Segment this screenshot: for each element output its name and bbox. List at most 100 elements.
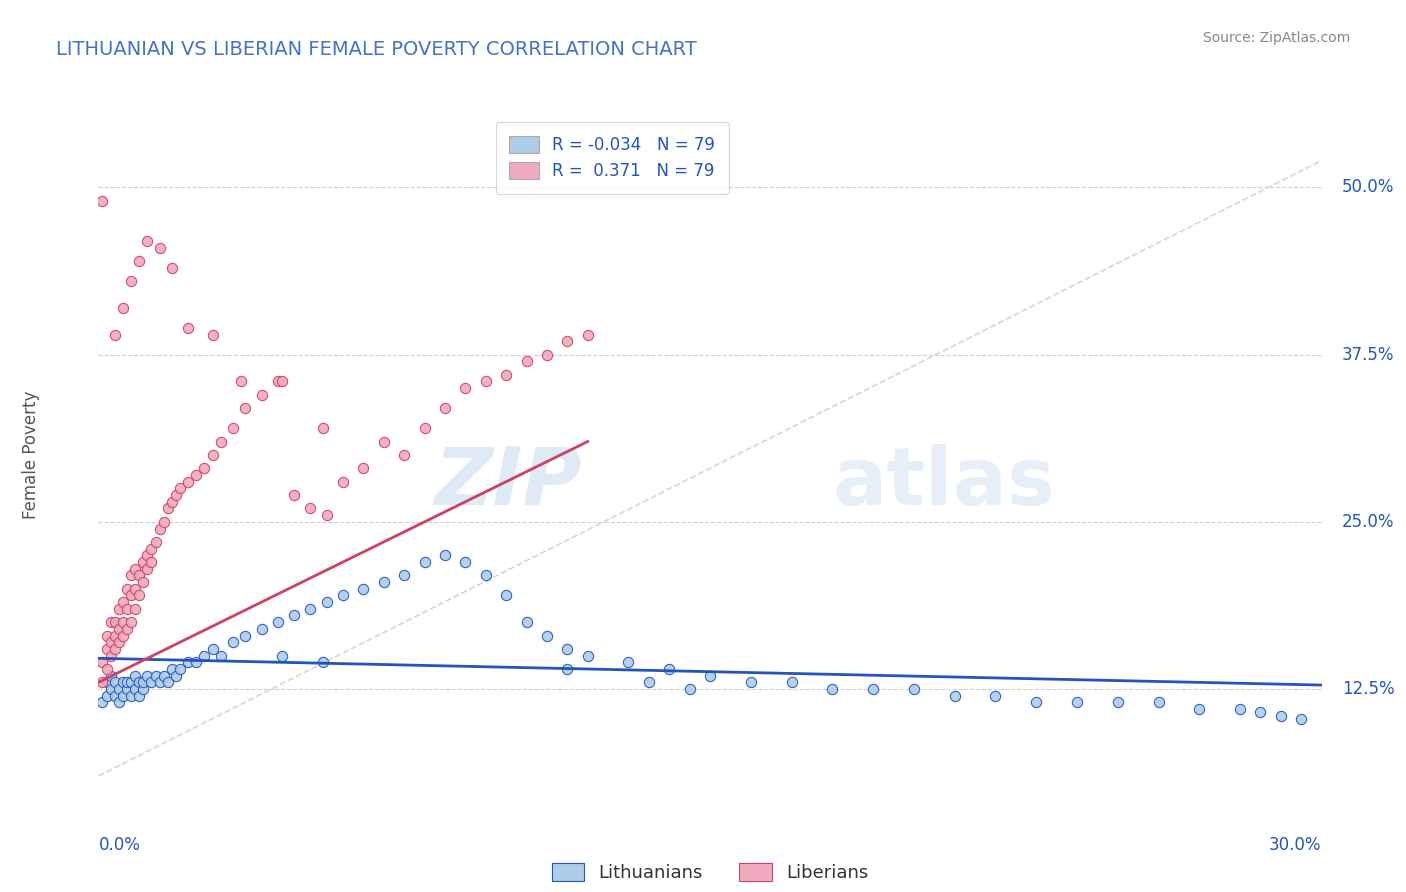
Point [100,615,122,630]
Point [474,375,498,389]
Point [120,274,142,288]
Point [104,689,127,703]
Point [270,375,294,389]
Point [115,582,138,596]
Point [111,628,134,642]
Point [128,675,150,690]
Point [699,669,721,683]
Point [177,475,200,489]
Point [1107,696,1129,710]
Text: 37.5%: 37.5% [1343,345,1395,364]
Point [128,689,150,703]
Point [136,669,159,683]
Point [160,494,183,508]
Text: atlas: atlas [832,443,1056,522]
Point [516,354,538,368]
Point [100,648,122,663]
Point [332,475,354,489]
Text: 12.5%: 12.5% [1343,680,1395,698]
Point [740,675,762,690]
Point [124,602,146,616]
Point [1249,705,1271,719]
Point [209,648,232,663]
Point [177,655,200,669]
Text: LITHUANIAN VS LIBERIAN FEMALE POVERTY CORRELATION CHART: LITHUANIAN VS LIBERIAN FEMALE POVERTY CO… [56,40,697,59]
Point [165,669,187,683]
Point [332,589,354,603]
Point [145,535,167,549]
Point [495,589,517,603]
Point [186,468,208,483]
Point [1270,708,1292,723]
Point [413,421,436,435]
Point [128,589,150,603]
Point [576,648,599,663]
Point [270,648,294,663]
Point [120,689,142,703]
Point [136,548,159,563]
Point [352,582,374,596]
Point [434,401,457,416]
Text: 25.0%: 25.0% [1343,513,1395,531]
Point [96,662,118,676]
Point [120,615,142,630]
Point [152,515,174,529]
Point [1291,712,1313,726]
Point [222,635,245,649]
Point [516,615,538,630]
Point [104,675,127,690]
Point [233,628,256,642]
Point [96,642,118,657]
Point [250,622,273,636]
Text: Source: ZipAtlas.com: Source: ZipAtlas.com [1202,31,1350,45]
Point [115,602,138,616]
Point [283,488,305,502]
Point [201,448,224,462]
Text: Female Poverty: Female Poverty [22,391,41,519]
Point [108,635,131,649]
Point [91,675,114,690]
Point [160,260,183,275]
Point [152,669,174,683]
Point [780,675,803,690]
Point [299,501,322,516]
Point [177,321,200,335]
Point [193,461,215,475]
Text: ZIP: ZIP [434,443,582,522]
Point [141,541,163,556]
Point [124,669,146,683]
Point [373,434,395,449]
Point [312,421,335,435]
Point [250,388,273,402]
Point [283,608,305,623]
Point [1066,696,1088,710]
Point [104,615,127,630]
Point [124,562,146,576]
Point [100,681,122,696]
Point [100,635,122,649]
Text: 50.0%: 50.0% [1343,178,1395,196]
Point [454,555,477,569]
Point [1147,696,1170,710]
Point [454,381,477,395]
Point [111,675,134,690]
Point [120,675,142,690]
Point [108,681,131,696]
Point [474,568,498,582]
Point [536,348,558,362]
Point [1229,702,1251,716]
Point [209,434,232,449]
Point [186,655,208,669]
Point [169,662,191,676]
Point [111,615,134,630]
Point [149,675,172,690]
Point [156,501,179,516]
Point [156,675,179,690]
Point [115,622,138,636]
Point [96,689,118,703]
Point [145,669,167,683]
Point [124,582,146,596]
Text: 30.0%: 30.0% [1270,837,1322,855]
Point [108,622,131,636]
Point [267,615,290,630]
